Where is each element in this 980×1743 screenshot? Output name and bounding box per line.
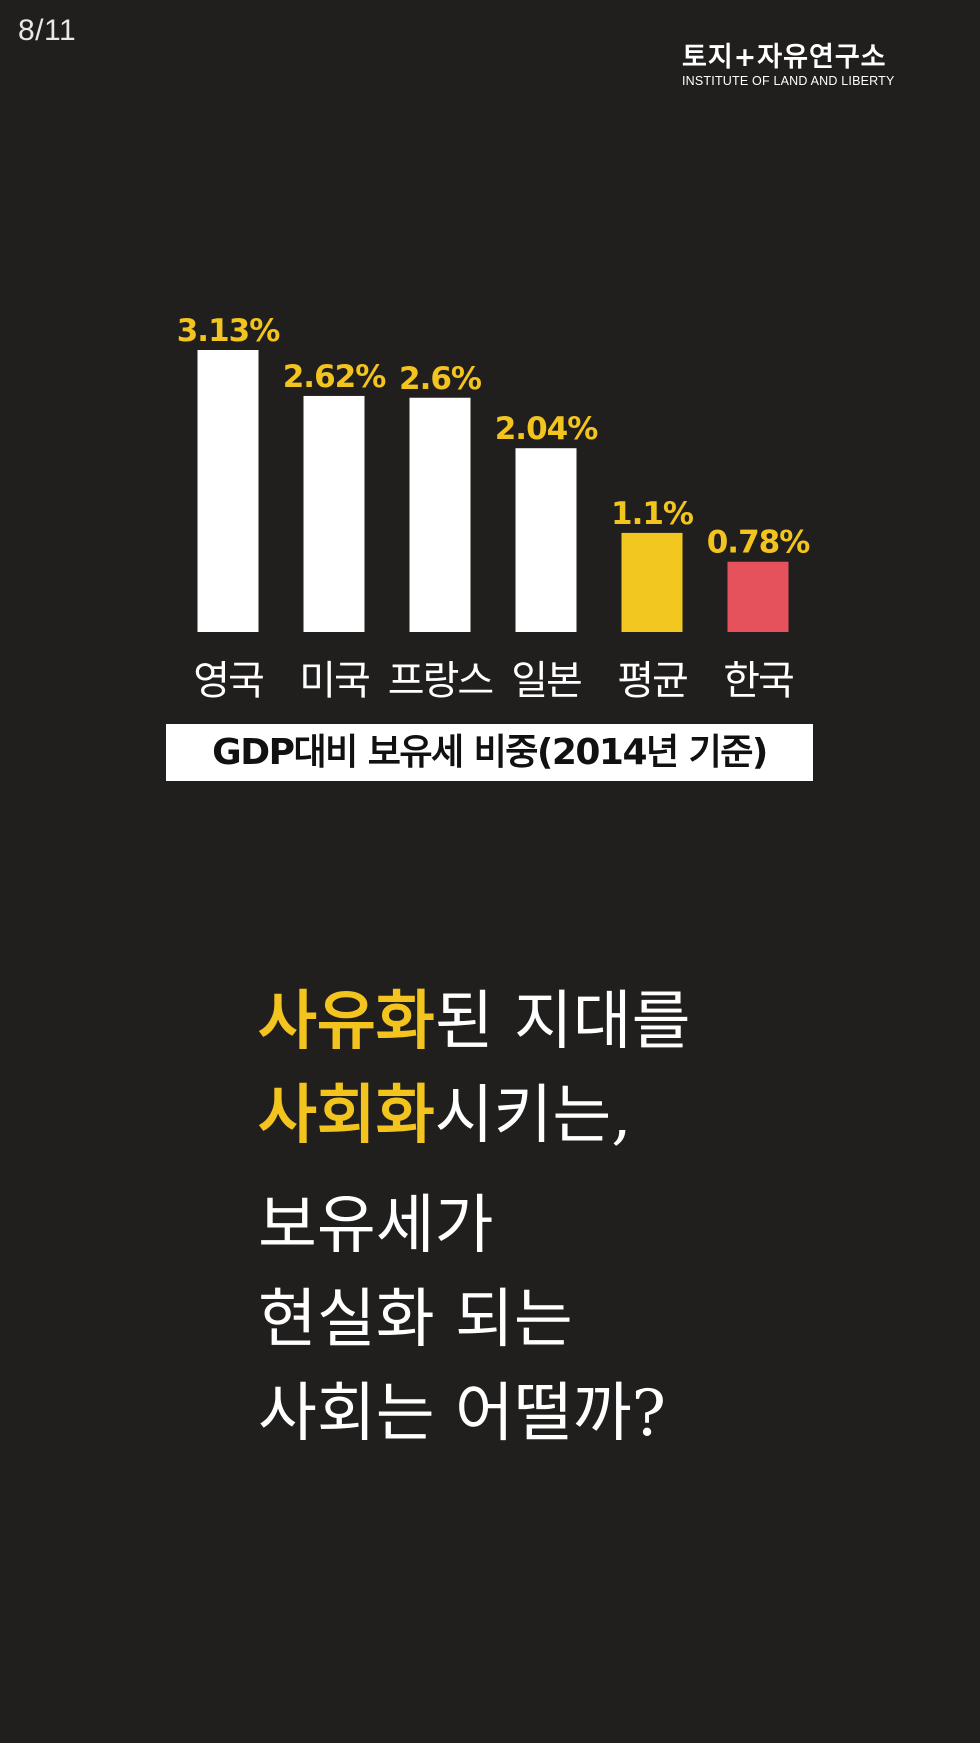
value-label-0: 3.13% bbox=[177, 313, 280, 349]
category-label-2: 프랑스 bbox=[388, 658, 493, 704]
bar-5 bbox=[727, 561, 789, 632]
institute-logo: 토지+자유연구소 INSTITUTE OF LAND AND LIBERTY bbox=[682, 44, 922, 88]
bar-0 bbox=[197, 350, 259, 632]
category-label-5: 한국 bbox=[723, 658, 793, 704]
logo-english-text: INSTITUTE OF LAND AND LIBERTY bbox=[682, 74, 895, 88]
message-text-2: 시키는, bbox=[434, 1079, 632, 1153]
value-label-5: 0.78% bbox=[707, 525, 810, 561]
value-label-2: 2.6% bbox=[399, 361, 482, 397]
message-highlight-2: 사회화 bbox=[258, 1079, 435, 1153]
category-label-4: 평균 bbox=[617, 658, 687, 704]
bar-4 bbox=[621, 532, 683, 632]
message-line-3: 보유세가 bbox=[258, 1189, 494, 1263]
value-label-4: 1.1% bbox=[611, 496, 694, 532]
message-line-4: 현실화 되는 bbox=[258, 1283, 573, 1357]
category-label-0: 영국 bbox=[193, 658, 263, 704]
bar-2 bbox=[409, 397, 471, 632]
page-counter: 8/11 bbox=[18, 14, 77, 47]
bar-3 bbox=[515, 448, 577, 632]
category-label-1: 미국 bbox=[299, 658, 369, 704]
category-label-3: 일본 bbox=[511, 658, 581, 704]
closing-message: 사유화된 지대를 사회화시키는, 보유세가 현실화 되는 사회는 어떨까? bbox=[258, 975, 691, 1461]
message-line-2: 사회화시키는, bbox=[258, 1069, 691, 1163]
chart-title: GDP대비 보유세 비중(2014년 기준) bbox=[166, 724, 813, 781]
value-label-1: 2.62% bbox=[283, 359, 386, 395]
bar-1 bbox=[303, 395, 365, 632]
message-gap bbox=[258, 1163, 691, 1179]
bar-chart: 3.13% 영국 2.62% 미국 2.6% 프랑스 2.04% 일본 1.1% 평균 0.78% 한… bbox=[177, 313, 811, 704]
message-highlight-1: 사유화 bbox=[258, 985, 435, 1059]
value-label-3: 2.04% bbox=[495, 411, 598, 447]
message-text-1: 된 지대를 bbox=[434, 985, 691, 1059]
message-line-5: 사회는 어떨까? bbox=[258, 1377, 666, 1451]
logo-korean-text: 토지+자유연구소 bbox=[682, 42, 887, 73]
message-line-1: 사유화된 지대를 bbox=[258, 975, 691, 1069]
